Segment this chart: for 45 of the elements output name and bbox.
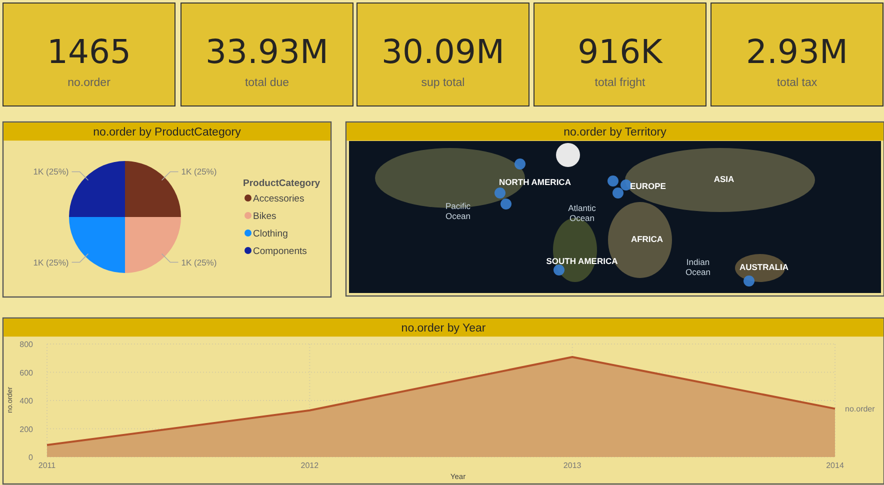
chart-title: no.order by Year	[401, 322, 486, 334]
data-label: 1K (25%)	[33, 166, 69, 177]
x-tick-label: 2014	[826, 461, 844, 470]
y-tick-label: 800	[20, 340, 34, 349]
text: 30.09M	[382, 32, 504, 71]
text: AUSTRALIA	[739, 262, 789, 272]
text: total due	[244, 77, 290, 89]
text: Atlantic Ocean	[568, 203, 597, 223]
y-tick-label: 0	[28, 453, 34, 462]
text: 33.93M	[206, 32, 328, 71]
text: Pacific Ocean	[445, 201, 472, 221]
series-label: no.order	[845, 404, 876, 414]
y-tick-label: 400	[20, 396, 34, 406]
pie-slice	[125, 161, 181, 217]
text: no.order	[68, 77, 111, 89]
legend-label: Bikes	[253, 211, 276, 222]
text: 2.93M	[746, 32, 848, 71]
text: sup total	[421, 77, 465, 89]
text: total fright	[594, 77, 646, 89]
text: 1465	[47, 32, 131, 71]
text: EUROPE	[630, 181, 666, 191]
text: Indian Ocean	[685, 257, 711, 277]
legend-label: Components	[253, 246, 308, 257]
text: NORTH AMERICA	[499, 177, 571, 187]
legend-label: Clothing	[253, 228, 288, 240]
text: ASIA	[714, 174, 734, 184]
chart-title: no.order by ProductCategory	[93, 126, 242, 138]
text: SOUTH AMERICA	[546, 256, 618, 266]
pie-slice	[69, 161, 125, 217]
pie-slice	[125, 217, 181, 273]
data-label: 1K (25%)	[33, 257, 69, 268]
text: AFRICA	[630, 234, 664, 244]
x-tick-label: 2011	[38, 461, 56, 470]
legend-label: Accessories	[253, 194, 304, 204]
data-label: 1K (25%)	[181, 166, 217, 177]
y-tick-label: 200	[20, 424, 34, 434]
text: no.order by Territory	[564, 126, 667, 138]
legend-title: ProductCategory	[243, 178, 321, 189]
data-label: 1K (25%)	[181, 257, 217, 268]
x-tick-label: 2013	[563, 461, 582, 470]
text: total tax	[776, 77, 818, 89]
y-tick-label: 600	[20, 368, 34, 378]
text: 916K	[578, 32, 664, 71]
x-tick-label: 2012	[300, 461, 320, 470]
pie-slice	[69, 217, 125, 273]
